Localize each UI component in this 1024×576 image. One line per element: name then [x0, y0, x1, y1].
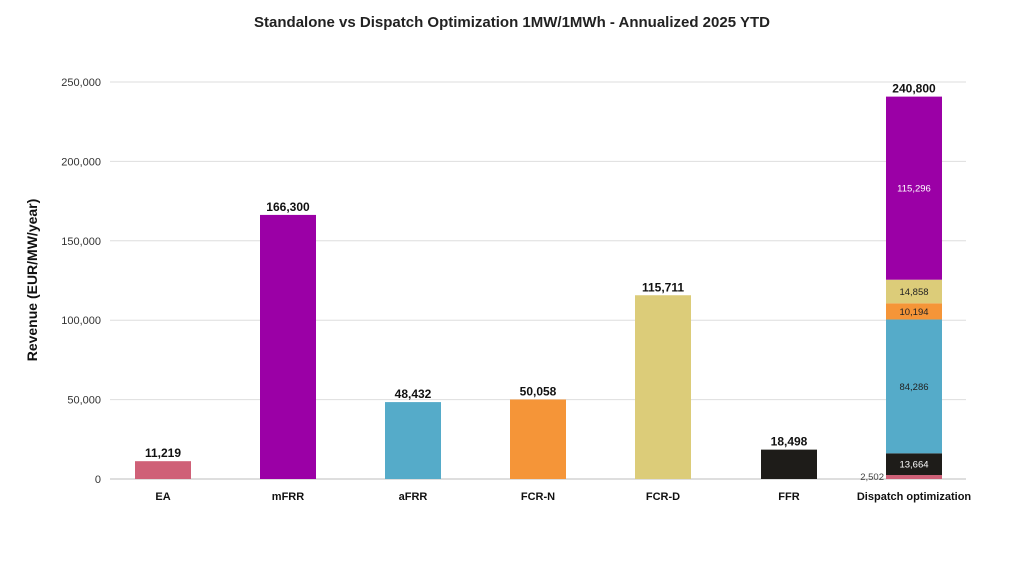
stacked-segment: [886, 96, 942, 280]
y-tick-label: 200,000: [61, 156, 101, 168]
x-tick-label: mFRR: [272, 491, 304, 503]
stacked-total-label: 240,800: [892, 82, 936, 96]
stacked-segment: [886, 453, 942, 476]
x-tick-label: FFR: [778, 491, 799, 503]
stacked-segment: [886, 319, 942, 454]
stacked-segment: [886, 303, 942, 320]
stacked-segment: [886, 279, 942, 304]
x-tick-label: EA: [155, 491, 170, 503]
segment-value-label: 13,664: [899, 460, 928, 471]
bar-value-label: 115,711: [642, 280, 684, 294]
chart-title: Standalone vs Dispatch Optimization 1MW/…: [254, 14, 770, 31]
y-axis-ticks: 0 50,000 100,000 150,000 200,000 250,000: [61, 77, 101, 486]
bar-labels: 11,219 166,300 48,432 50,058 115,711 18,498 2,…: [145, 82, 936, 483]
bars: [135, 96, 942, 480]
gridlines: [110, 81, 966, 480]
segment-value-label: 2,502: [860, 472, 884, 483]
bar-value-label: 48,432: [395, 387, 432, 401]
x-axis-ticks: EA mFRR aFRR FCR-N FCR-D FFR Dispatch optimiza…: [155, 491, 971, 503]
bar: [135, 461, 191, 479]
y-tick-label: 0: [95, 474, 101, 486]
y-tick-label: 250,000: [61, 77, 101, 89]
bar: [385, 402, 441, 479]
y-axis-label: Revenue (EUR/MW/year): [24, 199, 40, 362]
bar: [761, 449, 817, 479]
bar: [635, 295, 691, 479]
y-tick-label: 100,000: [61, 315, 101, 327]
segment-value-label: 115,296: [897, 184, 931, 195]
stacked-segment: [886, 475, 942, 479]
segment-value-label: 14,858: [899, 287, 928, 298]
segment-value-label: 10,194: [899, 307, 928, 318]
bar-value-label: 11,219: [145, 446, 181, 460]
x-tick-label: aFRR: [399, 491, 428, 503]
x-tick-label: FCR-D: [646, 491, 680, 503]
bar: [260, 214, 316, 480]
segment-value-label: 84,286: [899, 382, 928, 393]
y-tick-label: 50,000: [67, 395, 101, 407]
x-tick-label: FCR-N: [521, 491, 555, 503]
x-tick-label: Dispatch optimization: [857, 491, 972, 503]
bar-value-label: 18,498: [771, 435, 808, 449]
y-tick-label: 150,000: [61, 236, 101, 248]
bar: [510, 399, 566, 479]
bar-value-label: 50,058: [520, 385, 557, 399]
bar-value-label: 166,300: [266, 200, 310, 214]
